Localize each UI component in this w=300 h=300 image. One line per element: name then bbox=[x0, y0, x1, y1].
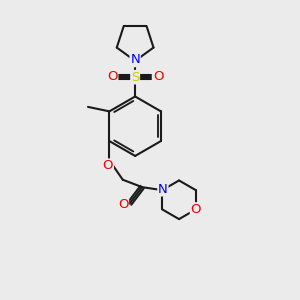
Text: S: S bbox=[131, 71, 139, 84]
Text: O: O bbox=[118, 199, 128, 212]
Text: O: O bbox=[190, 203, 201, 216]
Text: O: O bbox=[153, 70, 163, 83]
Text: O: O bbox=[103, 159, 113, 172]
Text: N: N bbox=[130, 53, 140, 66]
Text: N: N bbox=[158, 183, 168, 196]
Text: O: O bbox=[107, 70, 118, 83]
